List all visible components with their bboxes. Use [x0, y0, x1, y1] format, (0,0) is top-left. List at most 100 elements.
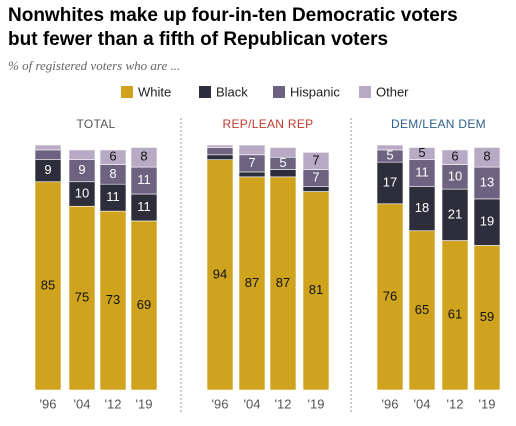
x-tick-label: '12 — [105, 396, 122, 411]
bar-segment — [302, 152, 330, 170]
bar-segment — [238, 144, 266, 156]
value-label: 19 — [480, 214, 494, 229]
bar-segment — [473, 198, 501, 246]
value-label: 87 — [276, 275, 290, 290]
value-label: 8 — [109, 166, 116, 181]
bar-segment — [68, 149, 96, 160]
value-label: 81 — [309, 282, 323, 297]
value-label: 65 — [415, 302, 429, 317]
bar-segment — [206, 144, 234, 148]
panel-title: REP/LEAN REP — [223, 117, 314, 131]
bar-segment — [130, 193, 158, 222]
value-label: 17 — [383, 174, 397, 189]
value-label: 7 — [312, 152, 319, 167]
legend-label: Hispanic — [290, 84, 340, 99]
value-label: 94 — [213, 266, 227, 281]
legend-label: Black — [216, 84, 248, 99]
value-label: 87 — [245, 275, 259, 290]
value-label: 7 — [312, 170, 319, 185]
bar-segment — [408, 159, 436, 187]
bar-segment — [376, 144, 404, 151]
bar-segment — [206, 147, 234, 156]
chart-title: Nonwhites make up four-in-ten Democratic… — [8, 5, 458, 26]
bar-segment — [408, 147, 436, 160]
legend-swatch — [121, 86, 133, 98]
bar-segment — [473, 166, 501, 200]
legend-swatch — [359, 86, 371, 98]
bar-segment — [441, 240, 469, 391]
bar-segment — [130, 166, 158, 195]
x-tick-label: '19 — [479, 396, 496, 411]
legend-swatch — [273, 86, 285, 98]
value-label: 7 — [248, 155, 255, 170]
bar-segment — [408, 186, 436, 232]
value-label: 6 — [109, 149, 116, 164]
value-label: 8 — [140, 149, 147, 164]
value-label: 10 — [75, 185, 89, 200]
value-label: 18 — [415, 200, 429, 215]
value-label: 5 — [386, 147, 393, 162]
x-tick-label: '12 — [447, 396, 464, 411]
value-label: 11 — [137, 172, 151, 187]
value-label: 73 — [106, 292, 120, 307]
value-label: 21 — [448, 206, 462, 221]
x-tick-label: '04 — [414, 396, 431, 411]
value-label: 76 — [383, 288, 397, 303]
bar-segment — [68, 181, 96, 207]
bar-segment — [238, 176, 266, 391]
x-tick-label: '19 — [136, 396, 153, 411]
bar-segment — [99, 183, 127, 212]
x-tick-label: '19 — [308, 396, 325, 411]
bar-segment — [473, 245, 501, 391]
value-label: 11 — [415, 165, 429, 180]
value-label: 5 — [418, 145, 425, 160]
bar-segment — [441, 149, 469, 165]
bar-segment — [376, 203, 404, 391]
bar-segment — [238, 171, 266, 178]
bar-segment — [408, 230, 436, 391]
value-label: 9 — [78, 162, 85, 177]
bar-segment — [269, 176, 297, 391]
x-tick-label: '96 — [212, 396, 229, 411]
x-tick-label: '04 — [74, 396, 91, 411]
value-label: 5 — [279, 155, 286, 170]
x-tick-label: '96 — [40, 396, 57, 411]
legend-label: White — [138, 84, 171, 99]
bar-segment — [269, 169, 297, 178]
bar-segment — [99, 210, 127, 391]
bar-segment — [206, 159, 234, 391]
value-label: 11 — [106, 189, 120, 204]
bar-segment — [206, 154, 234, 161]
value-label: 9 — [44, 162, 51, 177]
value-label: 13 — [480, 174, 494, 189]
bar-segment — [441, 164, 469, 190]
bar-segment — [269, 147, 297, 158]
bar-segment — [473, 147, 501, 168]
x-tick-label: '04 — [244, 396, 261, 411]
value-label: 10 — [448, 168, 462, 183]
value-label: 75 — [75, 290, 89, 305]
bar-segment — [34, 144, 62, 151]
legend-label: Other — [376, 84, 409, 99]
value-label: 61 — [448, 307, 462, 322]
x-tick-label: '12 — [275, 396, 292, 411]
value-label: 11 — [137, 199, 151, 214]
x-tick-label: '96 — [382, 396, 399, 411]
chart-subtitle: % of registered voters who are ... — [8, 58, 180, 73]
bar-segment — [302, 186, 330, 192]
value-label: 8 — [483, 149, 490, 164]
value-label: 59 — [480, 309, 494, 324]
value-label: 69 — [137, 297, 151, 312]
bar-segment — [99, 149, 127, 165]
panel-title: DEM/LEAN DEM — [391, 117, 486, 131]
bar-segment — [302, 191, 330, 391]
legend-swatch — [199, 86, 211, 98]
value-label: 6 — [451, 149, 458, 164]
bar-segment — [34, 149, 62, 160]
bar-segment — [441, 188, 469, 241]
value-label: 85 — [41, 277, 55, 292]
chart-title: but fewer than a fifth of Republican vot… — [8, 29, 388, 50]
panel-title: TOTAL — [76, 117, 115, 131]
bar-segment — [130, 147, 158, 168]
